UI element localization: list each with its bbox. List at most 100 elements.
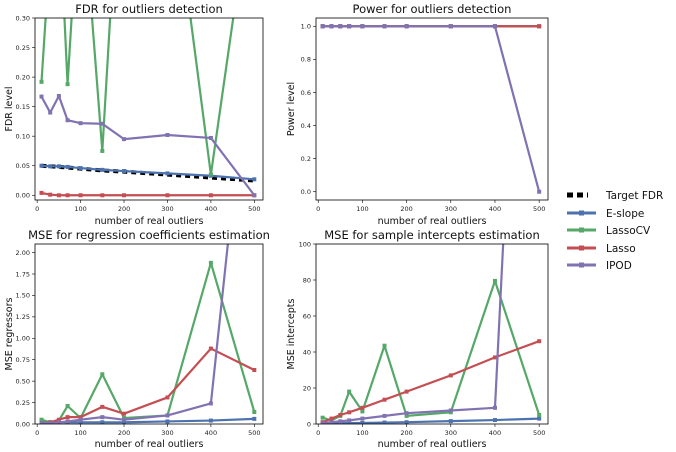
- mse-intercepts-panel-xlabel: number of real outliers: [378, 439, 487, 450]
- power-ytick-label: 0.4: [301, 122, 311, 130]
- mse-regression-panel-xlabel: number of real outliers: [95, 439, 204, 450]
- power-series-ipod: [322, 25, 541, 193]
- mse-regression-point-lasso: [252, 368, 257, 372]
- mse-intercepts-point-lasso: [360, 405, 365, 410]
- mse-intercepts-ytick-label: 20: [303, 384, 311, 392]
- power-point-lasso: [537, 24, 542, 29]
- power-panel: Power for outliers detection 0 100 200 300 4…: [286, 2, 549, 227]
- legend: Target FDR E-slope LassoCV Lasso IPOD: [567, 190, 663, 272]
- fdr-ytick-label: 0.30: [16, 14, 30, 22]
- fdr-panel-title: FDR for outliers detection: [75, 2, 223, 16]
- fdr-point-ipod: [122, 137, 127, 142]
- mse-intercepts-point-e-slope: [404, 420, 409, 424]
- fdr-point-ipod: [165, 133, 170, 137]
- fdr-point-e-slope: [48, 164, 53, 169]
- fdr-panel-series: [39, 18, 257, 198]
- mse-regression-panel-ticks: 0 100 200 300 400 500 0.00 0.25 0.50 0.75 1.00 1.25…: [16, 249, 261, 437]
- fdr-xtick-label: 200: [118, 205, 130, 213]
- legend-item-lassocv: LassoCV: [567, 225, 651, 237]
- fdr-panel: FDR for outliers detection 0 100 200 300 400…: [4, 2, 264, 227]
- fdr-ytick-label: 0.00: [16, 192, 30, 200]
- mse-intercepts-point-lasso: [382, 397, 387, 402]
- fdr-panel-frame: [34, 17, 264, 201]
- mse-regression-point-e-slope: [100, 420, 105, 424]
- power-panel-ticks: 0 100 200 300 400 500 0.0 0.2 0.4 0.6 0.8 1.0: [301, 23, 546, 213]
- mse-regression-point-lasso: [78, 415, 83, 420]
- mse-regression-panel-title: MSE for regression coefficients estimati…: [28, 228, 270, 242]
- mse-regression-point-lasso: [122, 411, 127, 416]
- mse-regression-point-ipod: [122, 417, 127, 422]
- mse-intercepts-point-e-slope: [382, 420, 387, 424]
- mse-intercepts-panel-series: [320, 244, 542, 424]
- mse-regression-point-lassocv: [252, 410, 257, 414]
- mse-regression-point-e-slope: [252, 416, 257, 421]
- fdr-point-lasso: [65, 193, 70, 198]
- mse-regression-xtick-label: 400: [205, 429, 217, 437]
- fdr-point-lasso: [165, 193, 170, 198]
- mse-regression-point-ipod: [100, 415, 105, 420]
- mse-regression-ytick-label: 2.00: [16, 249, 30, 257]
- mse-intercepts-point-ipod: [347, 418, 352, 423]
- legend-item-target-fdr: Target FDR: [567, 190, 663, 202]
- power-xtick-label: 500: [533, 205, 545, 213]
- mse-regression-point-lassocv: [39, 417, 44, 422]
- fdr-point-e-slope: [122, 169, 127, 174]
- mse-regression-point-lasso: [100, 404, 105, 409]
- mse-intercepts-series-lasso: [322, 340, 540, 424]
- fdr-panel-xlabel: number of real outliers: [95, 216, 204, 227]
- mse-regression-xtick-label: 0: [35, 429, 39, 437]
- fdr-point-lasso: [48, 192, 53, 197]
- fdr-point-lassocv: [208, 172, 213, 177]
- power-point-ipod: [382, 24, 387, 29]
- mse-regression-xtick-label: 100: [74, 429, 86, 437]
- legend-item-e-slope: E-slope: [567, 208, 644, 220]
- mse-regression-ytick-label: 0.00: [16, 420, 30, 428]
- power-panel-ylabel: Power level: [286, 82, 297, 136]
- mse-intercepts-point-e-slope: [448, 419, 453, 424]
- mse-regression-point-ipod: [48, 421, 53, 424]
- mse-regression-point-e-slope: [78, 420, 83, 424]
- legend-label-lasso: Lasso: [606, 243, 636, 255]
- power-panel-series: [320, 24, 542, 194]
- fdr-series-ipod: [40, 94, 256, 196]
- power-panel-xlabel: number of real outliers: [378, 216, 487, 227]
- mse-intercepts-xtick-label: 200: [400, 429, 412, 437]
- mse-intercepts-point-lassocv: [404, 413, 409, 418]
- legend-label-target-fdr: Target FDR: [605, 190, 663, 202]
- mse-intercepts-point-e-slope: [360, 420, 365, 424]
- fdr-panel-ylabel: FDR level: [4, 87, 15, 132]
- mse-intercepts-point-lassocv: [492, 278, 497, 283]
- mse-regression-ytick-label: 0.50: [16, 377, 30, 385]
- power-ytick-label: 0.0: [301, 188, 311, 196]
- power-point-ipod: [360, 24, 365, 29]
- power-xtick-label: 400: [489, 205, 501, 213]
- mse-regression-ytick-label: 0.25: [16, 399, 30, 407]
- mse-regression-ytick-label: 1.25: [16, 313, 30, 321]
- mse-regression-point-lasso: [165, 395, 170, 400]
- fdr-point-lasso: [122, 193, 127, 198]
- mse-regression-ytick-label: 0.75: [16, 356, 30, 364]
- fdr-ytick-label: 0.15: [16, 103, 30, 111]
- fdr-point-ipod: [39, 94, 44, 99]
- mse-regression-point-ipod: [165, 413, 170, 418]
- legend-marker-lasso: [579, 245, 584, 251]
- power-xtick-label: 100: [356, 205, 368, 213]
- legend-label-e-slope: E-slope: [606, 208, 644, 220]
- mse-regression-point-ipod: [39, 421, 44, 424]
- mse-intercepts-ytick-label: 80: [303, 276, 311, 284]
- power-point-ipod: [347, 24, 352, 29]
- fdr-point-ipod: [65, 118, 70, 123]
- power-xtick-label: 200: [400, 205, 412, 213]
- fdr-xtick-label: 300: [161, 205, 173, 213]
- fdr-point-ipod: [78, 121, 83, 126]
- mse-regression-point-ipod: [208, 401, 213, 406]
- mse-intercepts-point-ipod: [329, 420, 334, 424]
- fdr-xtick-label: 500: [248, 205, 260, 213]
- mse-regression-series-lasso: [41, 347, 255, 424]
- power-xtick-label: 0: [316, 205, 320, 213]
- mse-regression-point-ipod: [78, 417, 83, 422]
- power-point-ipod: [448, 24, 453, 29]
- mse-intercepts-panel-ticks: 0 100 200 300 400 500 0 20 40 60 80 100: [299, 240, 546, 437]
- mse-intercepts-point-lasso: [338, 413, 343, 417]
- fdr-point-lasso: [39, 190, 44, 195]
